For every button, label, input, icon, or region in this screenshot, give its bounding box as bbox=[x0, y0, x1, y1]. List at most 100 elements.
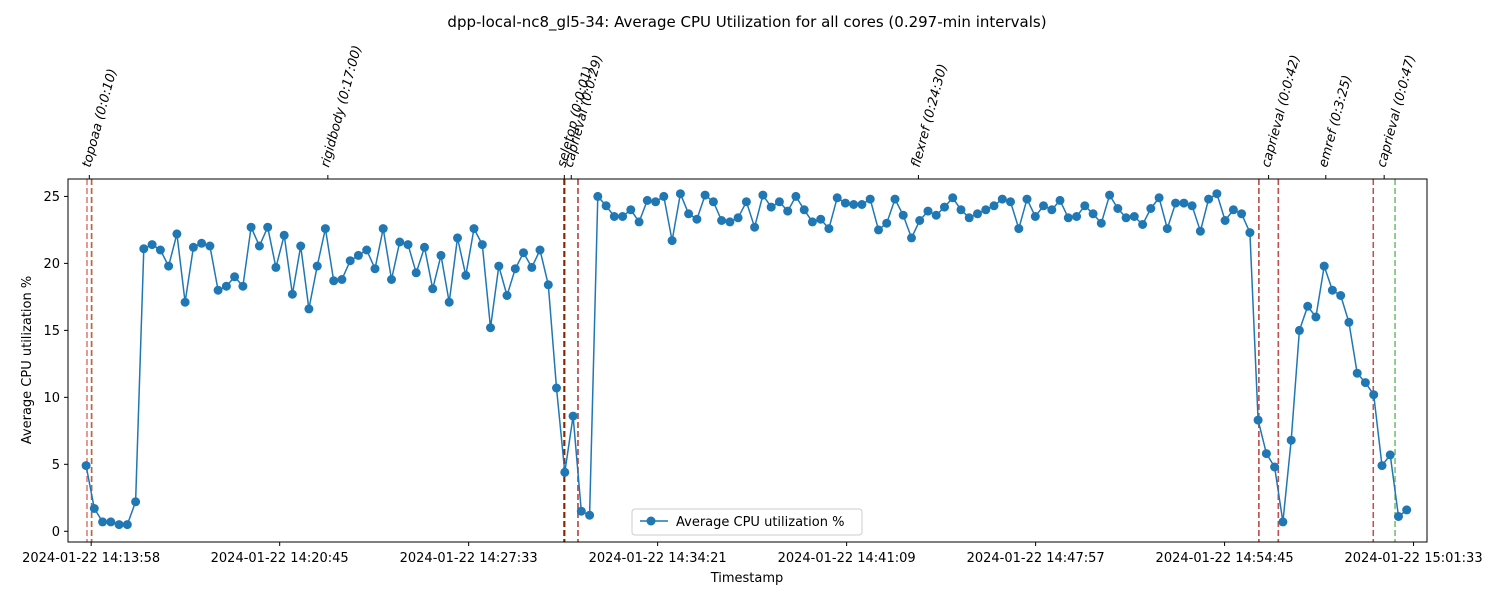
data-point bbox=[1204, 194, 1214, 204]
data-point bbox=[320, 224, 330, 234]
data-point bbox=[973, 209, 982, 219]
data-point bbox=[1319, 261, 1329, 271]
data-point bbox=[1270, 462, 1280, 472]
data-point bbox=[1047, 205, 1057, 215]
data-point bbox=[725, 217, 735, 227]
x-tick-label: 2024-01-22 14:41:09 bbox=[778, 551, 916, 566]
stage-marker-lines bbox=[86, 179, 1396, 542]
data-point bbox=[1286, 435, 1296, 445]
data-point bbox=[494, 261, 504, 271]
data-point bbox=[1311, 312, 1321, 322]
data-point bbox=[634, 217, 644, 227]
data-point bbox=[1228, 205, 1238, 215]
data-point bbox=[948, 193, 958, 203]
data-point bbox=[353, 250, 363, 260]
data-point bbox=[403, 240, 413, 250]
data-point bbox=[254, 241, 264, 251]
data-point bbox=[106, 517, 116, 527]
data-point bbox=[849, 200, 859, 209]
data-point bbox=[246, 222, 256, 232]
data-point bbox=[997, 194, 1007, 204]
data-point bbox=[659, 191, 669, 201]
data-point bbox=[1080, 201, 1090, 211]
axes: 0 5 10 15 20 25 2024-01-22 14:13:58 2024-01-22 … bbox=[22, 178, 1483, 566]
data-point bbox=[1179, 198, 1189, 208]
data-point bbox=[180, 297, 190, 307]
legend-marker-swatch bbox=[646, 516, 656, 526]
data-point bbox=[923, 206, 933, 216]
y-tick-label: 5 bbox=[52, 458, 60, 473]
data-point bbox=[329, 276, 339, 286]
data-point bbox=[131, 497, 141, 507]
data-point bbox=[568, 411, 578, 421]
y-tick-label: 10 bbox=[43, 391, 60, 406]
data-point bbox=[1030, 212, 1040, 221]
data-point bbox=[387, 275, 396, 284]
data-point bbox=[89, 504, 99, 513]
data-point bbox=[1261, 449, 1271, 459]
data-point bbox=[337, 275, 347, 284]
data-point bbox=[1377, 461, 1387, 471]
data-point bbox=[81, 461, 91, 471]
data-point bbox=[271, 262, 281, 272]
data-point bbox=[807, 217, 817, 227]
data-point bbox=[733, 213, 743, 223]
data-point bbox=[230, 272, 240, 282]
x-tick-label: 2024-01-22 15:01:33 bbox=[1345, 551, 1483, 566]
data-point bbox=[296, 241, 306, 251]
stage-label: caprieval (0:0:47) bbox=[1375, 53, 1419, 169]
data-point bbox=[1394, 512, 1403, 521]
data-point bbox=[1088, 209, 1098, 219]
data-point bbox=[651, 197, 661, 207]
data-point bbox=[1039, 201, 1048, 211]
series-line bbox=[85, 192, 1408, 526]
data-point bbox=[411, 268, 421, 278]
y-axis-label: Average CPU utilization % bbox=[20, 276, 35, 444]
data-point bbox=[1352, 368, 1362, 378]
data-point bbox=[304, 304, 314, 314]
data-point bbox=[205, 241, 215, 251]
data-point bbox=[1369, 390, 1379, 400]
y-tick-label: 15 bbox=[43, 324, 60, 339]
data-point bbox=[238, 281, 248, 291]
data-point bbox=[783, 206, 793, 216]
x-tick-label: 2024-01-22 14:47:57 bbox=[967, 551, 1105, 566]
data-point bbox=[213, 285, 223, 295]
data-point bbox=[874, 225, 883, 235]
data-point bbox=[486, 323, 495, 333]
data-point bbox=[593, 191, 603, 201]
data-point bbox=[857, 200, 867, 209]
data-point bbox=[477, 240, 487, 250]
data-point bbox=[981, 205, 991, 215]
data-point bbox=[1237, 209, 1247, 219]
data-point bbox=[147, 240, 157, 250]
data-point bbox=[898, 210, 908, 220]
data-point bbox=[956, 205, 966, 215]
data-point bbox=[519, 248, 528, 258]
data-point bbox=[1385, 450, 1395, 460]
data-point bbox=[461, 270, 471, 280]
y-tick-label: 0 bbox=[52, 525, 60, 540]
data-point bbox=[1336, 291, 1346, 300]
stage-label: emref (0:3:25) bbox=[1316, 74, 1355, 169]
data-point bbox=[1063, 213, 1073, 223]
data-point bbox=[535, 245, 545, 255]
data-point bbox=[188, 242, 198, 252]
data-point bbox=[750, 222, 760, 232]
data-point bbox=[585, 510, 595, 520]
stage-label: topoaa (0:0:10) bbox=[80, 67, 121, 169]
data-point bbox=[114, 520, 124, 530]
data-point bbox=[378, 224, 388, 234]
x-tick-label: 2024-01-22 14:20:45 bbox=[211, 551, 349, 566]
data-point bbox=[510, 264, 520, 274]
data-point bbox=[1162, 224, 1172, 234]
data-point bbox=[915, 216, 925, 225]
data-point bbox=[1138, 220, 1148, 229]
y-tick-label: 25 bbox=[43, 190, 60, 205]
x-tick-label: 2024-01-22 14:27:33 bbox=[400, 551, 538, 566]
data-point bbox=[717, 216, 727, 225]
data-point bbox=[940, 202, 949, 212]
data-point bbox=[1113, 204, 1123, 213]
